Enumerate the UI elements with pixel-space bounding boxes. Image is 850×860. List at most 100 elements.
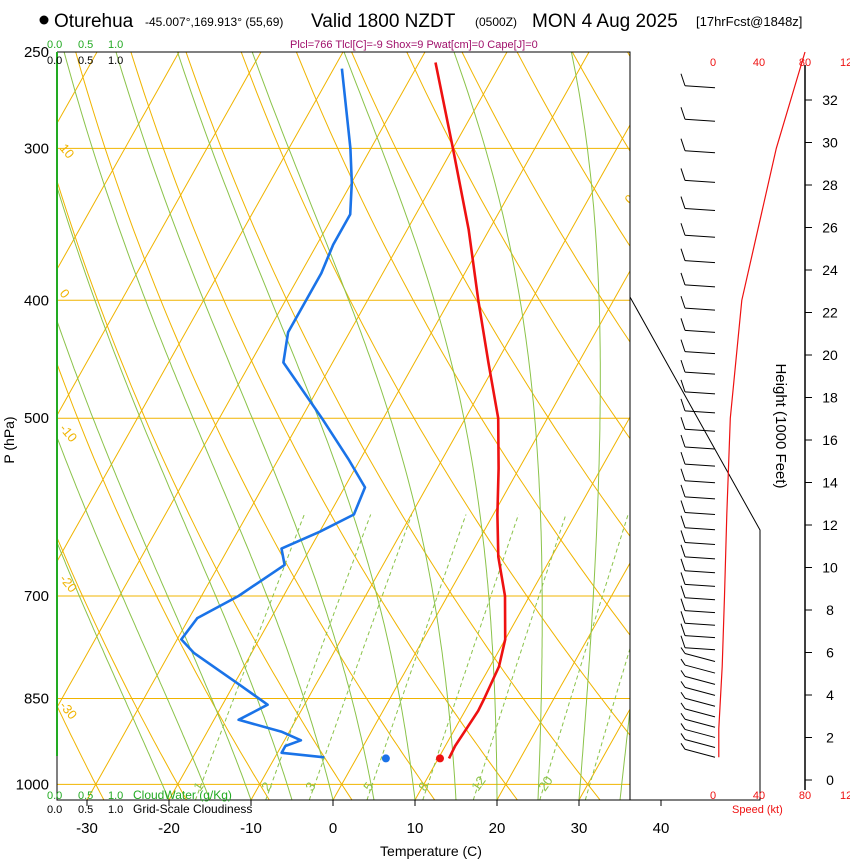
x-tick-label: -20	[158, 820, 180, 837]
isotherm	[661, 52, 850, 800]
isotherm	[743, 52, 850, 800]
dry-adiabat	[75, 52, 436, 800]
wind-barb	[680, 223, 716, 238]
isotherm	[57, 52, 344, 563]
top-cloudiness-scale: 0.0 0.5 1.0	[47, 55, 123, 67]
top-cloudiness-tick-2: 1.0	[108, 55, 123, 67]
dry-adiabat	[627, 52, 630, 58]
moist-adiabat	[343, 52, 498, 800]
dry-adiabat-label: 10	[636, 306, 657, 327]
wind-barb	[680, 733, 716, 748]
wind-barb	[680, 107, 716, 122]
wind-panel-terrain	[629, 296, 761, 801]
dry-adiabat	[57, 536, 188, 800]
bottom-cloudwater-label: CloudWater (g/Kg)	[133, 788, 232, 802]
height-tick-label: 32	[822, 92, 838, 108]
isotherm	[578, 708, 630, 800]
wind-barb	[680, 611, 716, 626]
x-tick-label: 10	[407, 820, 424, 837]
wind-barb	[680, 572, 716, 587]
forecast-label: [17hrFcst@1848z]	[696, 14, 802, 29]
bottom-cloudwater-tick-2: 1.0	[108, 790, 123, 802]
moist-adiabat	[453, 52, 543, 800]
wind-barb	[680, 544, 716, 560]
y-axis-title: P (hPa)	[1, 416, 17, 463]
mixing-ratio-line	[422, 514, 519, 800]
y-tick-label: 700	[24, 588, 49, 605]
height-tick-label: 12	[822, 517, 838, 533]
height-axis-title: Height (1000 Feet)	[772, 363, 789, 488]
wind-barb	[680, 647, 716, 663]
height-tick-label: 4	[826, 687, 834, 703]
moist-adiabat	[115, 52, 375, 800]
speed-axis-label: Speed (kt)	[732, 804, 783, 816]
wind-barb	[680, 691, 716, 707]
wind-barb	[680, 484, 716, 500]
height-tick-label: 14	[822, 475, 838, 491]
wind-barb	[680, 681, 716, 696]
speed-scale-bottom: 0 40 80 120 Speed (kt)	[710, 790, 850, 816]
wind-barb	[680, 712, 716, 728]
y-tick-label: 850	[24, 691, 49, 708]
speed-top-tick-1: 40	[753, 57, 765, 69]
wind-barb	[680, 635, 716, 651]
height-tick-label: 28	[822, 177, 838, 193]
bottom-cloudwater-tick-0: 0.0	[47, 790, 62, 802]
speed-bottom-tick-3: 120	[840, 790, 850, 802]
mixing-ratio-line	[584, 646, 630, 800]
x-tick-label: 0	[329, 820, 337, 837]
x-tick-label: 20	[489, 820, 506, 837]
dry-adiabat	[406, 52, 630, 440]
wind-barb	[680, 515, 716, 531]
surface-dewpoint-dot	[381, 754, 390, 763]
date-label: MON 4 Aug 2025	[532, 11, 678, 32]
wind-barb	[680, 598, 716, 614]
isotherm	[250, 124, 630, 800]
height-tick-label: 10	[822, 560, 838, 576]
speed-bottom-tick-1: 40	[753, 790, 765, 802]
bottom-cloudiness-scale: 0.0 0.5 1.0 Grid-Scale Cloudiness	[47, 802, 252, 816]
wind-barb	[680, 379, 716, 395]
dry-adiabat	[185, 52, 601, 800]
wind-barb	[680, 702, 716, 718]
height-tick-label: 0	[826, 772, 834, 788]
y-tick-label: 1000	[16, 776, 49, 793]
mixing-ratio-label: 5	[360, 779, 376, 794]
top-cloudiness-tick-0: 0.0	[47, 55, 62, 67]
dry-adiabat	[461, 52, 630, 343]
isotherm	[414, 416, 630, 800]
moist-adiabat	[57, 435, 211, 800]
mixing-ratio-line	[539, 514, 629, 800]
wind-barb	[680, 295, 716, 311]
utc-label: (0500Z)	[475, 15, 517, 29]
isotherm	[496, 562, 630, 800]
height-tick-label: 16	[822, 432, 838, 448]
wind-barb	[680, 359, 716, 375]
temperature-line	[434, 62, 507, 759]
top-cloudwater-tick-2: 1.0	[108, 39, 123, 51]
y-tick-label: 400	[24, 292, 49, 309]
mixing-ratio-label: 20	[535, 773, 556, 793]
dry-adiabat	[130, 52, 518, 800]
wind-barb	[680, 272, 716, 288]
moist-adiabat	[570, 52, 601, 800]
bottom-cloudwater-scale: 0.0 0.5 1.0 CloudWater (g/Kg)	[47, 788, 232, 802]
wind-barb	[680, 500, 716, 516]
height-tick-label: 6	[826, 645, 834, 661]
parcel-info: Plcl=766 Tlcl[C]=-9 Shox=9 Pwat[cm]=0 Ca…	[290, 39, 538, 51]
mixing-ratio-line	[308, 514, 413, 800]
x-tick-label: -10	[240, 820, 262, 837]
top-cloudwater-scale: 0.0 0.5 1.0	[47, 39, 123, 51]
x-tick-label: 30	[571, 820, 588, 837]
height-tick-label: 30	[822, 135, 838, 151]
moist-adiabat	[251, 52, 457, 800]
wind-barb	[680, 417, 716, 432]
wind-barb	[680, 743, 716, 758]
x-axis-title: Temperature (C)	[380, 843, 482, 859]
plot-area	[180, 62, 507, 763]
isotherm	[168, 52, 590, 800]
speed-bottom-tick-2: 80	[799, 790, 811, 802]
